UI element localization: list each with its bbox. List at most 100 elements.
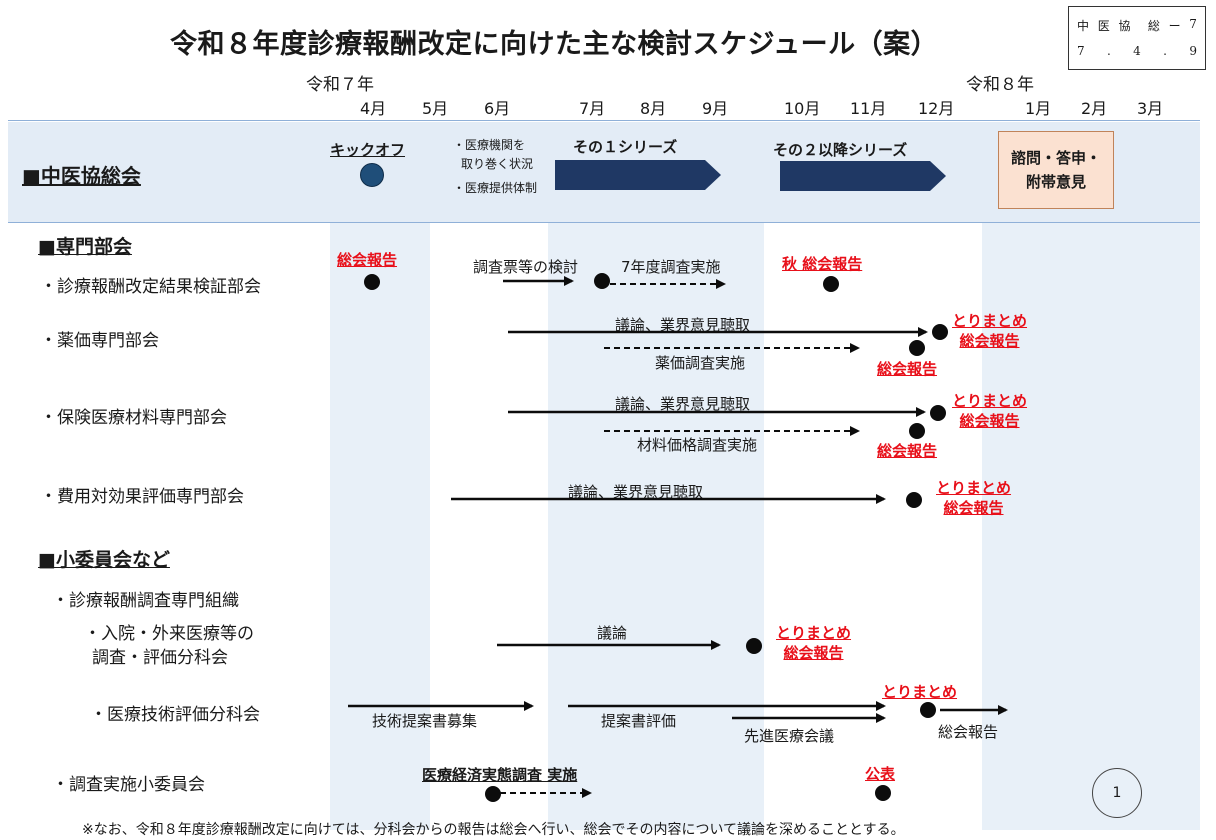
final-box-line: 附帯意見	[1025, 173, 1086, 191]
month-label: 11月	[850, 99, 887, 118]
chuikyo-notes: ・医療機関を 取り巻く状況 ・医療提供体制	[453, 136, 537, 198]
final-deliberation-box: 諮問・答申・ 附帯意見	[998, 131, 1114, 209]
band-apr-may	[330, 122, 430, 830]
final-box-line: 諮問・答申・	[1010, 149, 1101, 167]
doc-id-char: .	[1163, 44, 1167, 58]
summary-line: とりまとめ	[952, 312, 1028, 330]
summary-line: 総会報告	[783, 644, 844, 662]
kensho-step2: 7年度調査実施	[621, 258, 721, 276]
month-label: 5月	[422, 99, 449, 118]
kensho-report-label: 総会報告	[337, 251, 398, 269]
document-id-box: 中 医 協 総 ー 7 7 . 4 . 9	[1068, 6, 1206, 70]
month-label: 12月	[918, 99, 955, 118]
publish-dot	[875, 785, 891, 801]
kensho-report-dot	[364, 274, 380, 290]
doc-id-char: 中	[1077, 19, 1090, 33]
series1-arrow	[555, 160, 721, 190]
band-jan-mar	[982, 122, 1200, 830]
zairyo-label: ・保険医療材料専門部会	[40, 408, 227, 428]
gijutsu-summary: とりまとめ	[882, 683, 958, 701]
nyuin-label: ・入院・外来医療等の 調査・評価分科会	[84, 622, 254, 670]
doc-id-char: ー	[1168, 19, 1181, 33]
hiyo-summary-dot	[906, 492, 922, 508]
nyuin-summary: とりまとめ 総会報告	[776, 623, 851, 663]
footnote: ※なお、令和８年度診療報酬改定に向けては、分科会からの報告は総会へ行い、総会でそ…	[82, 822, 905, 838]
yakka-summary: とりまとめ 総会報告	[952, 311, 1027, 351]
band-jul-sep	[548, 122, 764, 830]
month-label: 7月	[579, 99, 606, 118]
kensho-autumn-report: 秋 総会報告	[782, 255, 863, 273]
summary-line: 総会報告	[959, 412, 1020, 430]
gijutsu-report: 総会報告	[938, 723, 999, 741]
rule-middle	[8, 222, 1200, 223]
kensho-step1: 調査票等の検討	[473, 258, 579, 276]
gijutsu-step2: 提案書評価	[601, 712, 677, 730]
shoiinkai-heading: ■小委員会など	[38, 549, 170, 571]
note-line: ・医療提供体制	[453, 181, 538, 195]
month-label: 1月	[1025, 99, 1052, 118]
gijutsu-step3: 先進医療会議	[744, 727, 835, 745]
chuikyo-heading: ■中医協総会	[22, 164, 141, 188]
page-number: 1	[1092, 768, 1142, 818]
kensho-label: ・診療報酬改定結果検証部会	[40, 277, 261, 297]
yakka-sub-label: 薬価調査実施	[655, 354, 746, 372]
zairyo-summary-dot	[930, 405, 946, 421]
page-title: 令和８年度診療報酬改定に向けた主な検討スケジュール（案）	[170, 29, 939, 60]
summary-line: とりまとめ	[936, 479, 1012, 497]
doc-id-char: 4	[1133, 44, 1141, 58]
chosa-iinkai-label: ・調査実施小委員会	[52, 775, 205, 795]
summary-line: とりまとめ	[952, 392, 1028, 410]
zairyo-report: 総会報告	[877, 442, 938, 460]
era-end: 令和８年	[966, 75, 1034, 95]
hiyo-summary: とりまとめ 総会報告	[936, 478, 1011, 518]
month-label: 3月	[1137, 99, 1164, 118]
yakka-label: ・薬価専門部会	[40, 331, 159, 351]
summary-line: 総会報告	[959, 332, 1020, 350]
survey-label: 医療経済実態調査 実施	[422, 766, 578, 784]
series2-label: その２以降シリーズ	[773, 141, 908, 159]
series1-label: その１シリーズ	[573, 138, 678, 156]
doc-id-char: 医	[1097, 19, 1110, 33]
nyuin-label-line: ・入院・外来医療等の	[84, 624, 254, 644]
senmon-heading: ■専門部会	[38, 236, 132, 258]
zairyo-main-label: 議論、業界意見聴取	[615, 395, 751, 413]
note-line: ・医療機関を	[453, 138, 526, 152]
doc-id-char: 7	[1189, 17, 1197, 31]
rule-top	[8, 120, 1200, 121]
yakka-summary-dot	[932, 324, 948, 340]
yakka-main-label: 議論、業界意見聴取	[615, 316, 751, 334]
kickoff-label: キックオフ	[330, 141, 406, 159]
month-label: 10月	[784, 99, 821, 118]
hiyo-main-label: 議論、業界意見聴取	[568, 483, 704, 501]
doc-id-char: .	[1106, 44, 1111, 58]
chosa-org-label: ・診療報酬調査専門組織	[52, 591, 239, 611]
nyuin-label-line: 調査・評価分科会	[92, 648, 228, 668]
era-start: 令和７年	[306, 75, 374, 95]
publish-label: 公表	[865, 765, 896, 783]
doc-id-char: 9	[1189, 44, 1197, 58]
month-label: 9月	[702, 99, 729, 118]
hiyo-label: ・費用対効果評価専門部会	[40, 487, 244, 507]
summary-line: とりまとめ	[776, 624, 852, 642]
doc-id-char: 7	[1077, 44, 1085, 58]
yakka-survey-dot	[909, 340, 925, 356]
month-label: 6月	[484, 99, 511, 118]
nyuin-summary-dot	[746, 638, 762, 654]
note-line: 取り巻く状況	[461, 157, 534, 171]
yakka-report: 総会報告	[877, 360, 938, 378]
gijutsu-label: ・医療技術評価分科会	[90, 705, 260, 725]
zairyo-survey-dot	[909, 423, 925, 439]
month-label: 2月	[1081, 99, 1108, 118]
survey-dot	[485, 786, 501, 802]
kickoff-marker	[360, 163, 384, 187]
zairyo-sub-label: 材料価格調査実施	[637, 436, 758, 454]
summary-line: 総会報告	[943, 499, 1004, 517]
gijutsu-summary-dot	[920, 702, 936, 718]
doc-id-char: 協	[1118, 19, 1131, 33]
month-label: 4月	[360, 99, 387, 118]
zairyo-summary: とりまとめ 総会報告	[952, 391, 1027, 431]
series2-arrow	[780, 161, 946, 191]
kensho-autumn-dot	[823, 276, 839, 292]
nyuin-main-label: 議論	[597, 624, 628, 642]
